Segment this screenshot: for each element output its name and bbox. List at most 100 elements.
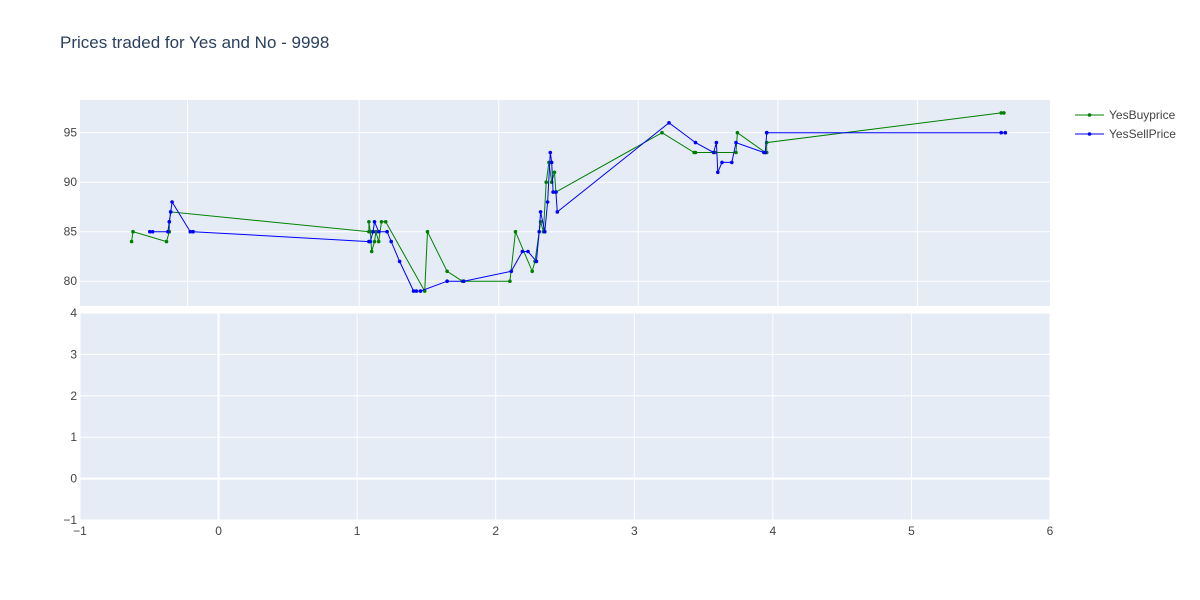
data-point-YesSellPrice[interactable] — [763, 150, 768, 155]
data-point-YesSellPrice[interactable] — [548, 150, 553, 155]
data-point-YesBuyprice[interactable] — [508, 279, 512, 284]
data-point-YesSellPrice[interactable] — [711, 150, 716, 155]
data-point-YesSellPrice[interactable] — [543, 229, 547, 234]
data-point-YesSellPrice[interactable] — [191, 229, 195, 234]
data-point-YesBuyprice[interactable] — [999, 111, 1003, 115]
top-plot-background — [80, 100, 1050, 306]
data-point-YesSellPrice[interactable] — [554, 190, 558, 194]
bottom-x-tick-label: 1 — [354, 524, 361, 538]
data-point-YesBuyprice[interactable] — [376, 239, 381, 244]
data-point-YesSellPrice[interactable] — [376, 229, 381, 234]
data-point-YesSellPrice[interactable] — [372, 220, 377, 224]
data-point-YesSellPrice[interactable] — [720, 160, 724, 165]
data-point-YesBuyprice[interactable] — [369, 249, 374, 254]
data-point-YesBuyprice[interactable] — [374, 229, 378, 234]
data-point-YesSellPrice[interactable] — [734, 140, 738, 145]
data-point-YesSellPrice[interactable] — [538, 210, 543, 214]
legend-label: YesSellPrice — [1109, 127, 1176, 141]
data-point-YesSellPrice[interactable] — [537, 229, 541, 234]
data-point-YesSellPrice[interactable] — [166, 229, 170, 234]
legend-label: YesBuyprice — [1109, 108, 1176, 122]
data-point-YesBuyprice[interactable] — [544, 180, 548, 184]
data-point-YesSellPrice[interactable] — [534, 259, 539, 264]
top-y-tick-label: 80 — [64, 274, 78, 288]
top-y-tick-label: 95 — [64, 126, 78, 140]
data-point-YesBuyprice[interactable] — [164, 239, 169, 244]
top-y-tick-labels: 80 85 90 95 — [64, 126, 78, 289]
legend-item-YesSellPrice[interactable]: YesSellPrice — [1075, 127, 1176, 141]
data-point-YesBuyprice[interactable] — [530, 269, 534, 274]
data-point-YesSellPrice[interactable] — [418, 289, 423, 293]
data-point-YesBuyprice[interactable] — [693, 150, 698, 155]
data-point-YesSellPrice[interactable] — [526, 249, 530, 254]
bottom-x-tick-label: 0 — [215, 524, 222, 538]
data-point-YesSellPrice[interactable] — [551, 190, 555, 194]
data-point-YesSellPrice[interactable] — [148, 229, 152, 234]
data-point-YesSellPrice[interactable] — [462, 279, 466, 284]
data-point-YesSellPrice[interactable] — [545, 200, 550, 204]
data-point-YesBuyprice[interactable] — [372, 239, 377, 244]
data-point-YesBuyprice[interactable] — [445, 269, 449, 274]
data-point-YesSellPrice[interactable] — [368, 239, 373, 244]
legend-swatch-marker — [1087, 113, 1092, 117]
bottom-y-gridlines — [80, 312, 1050, 521]
data-point-YesSellPrice[interactable] — [667, 121, 671, 125]
data-point-YesSellPrice[interactable] — [520, 249, 525, 254]
data-point-YesSellPrice[interactable] — [1003, 130, 1008, 135]
data-point-YesSellPrice[interactable] — [555, 210, 560, 214]
bottom-subplot: −1 0 1 2 3 4 −1 0 1 2 3 4 5 6 — [63, 306, 1053, 538]
data-point-YesSellPrice[interactable] — [150, 229, 155, 234]
data-point-YesSellPrice[interactable] — [764, 130, 769, 135]
bottom-y-tick-label: 3 — [70, 347, 77, 361]
data-point-YesSellPrice[interactable] — [188, 229, 193, 234]
data-point-YesSellPrice[interactable] — [411, 289, 416, 293]
data-point-YesSellPrice[interactable] — [170, 200, 174, 204]
bottom-y-tick-label: 2 — [70, 389, 77, 403]
data-point-YesSellPrice[interactable] — [414, 289, 419, 293]
data-point-YesBuyprice[interactable] — [660, 130, 664, 135]
data-point-YesBuyprice[interactable] — [734, 150, 738, 155]
data-point-YesSellPrice[interactable] — [167, 220, 172, 224]
data-point-YesSellPrice[interactable] — [385, 229, 389, 234]
bottom-y-tick-label: 0 — [70, 472, 77, 486]
data-point-YesBuyprice[interactable] — [368, 229, 373, 234]
data-point-YesSellPrice[interactable] — [549, 160, 554, 165]
bottom-x-tick-label: −1 — [73, 524, 87, 538]
bottom-x-tick-label: 4 — [770, 524, 777, 538]
top-series-lines — [129, 111, 1008, 293]
data-point-YesSellPrice[interactable] — [730, 160, 734, 165]
top-subplot: 80 85 90 95 — [64, 100, 1050, 306]
data-point-YesSellPrice[interactable] — [693, 140, 698, 145]
data-point-YesBuyprice[interactable] — [552, 170, 557, 175]
data-point-YesBuyprice[interactable] — [131, 229, 135, 234]
data-point-YesBuyprice[interactable] — [425, 229, 430, 234]
data-point-YesBuyprice[interactable] — [129, 239, 134, 244]
data-point-YesSellPrice[interactable] — [397, 259, 402, 264]
data-point-YesSellPrice[interactable] — [371, 229, 375, 234]
data-point-YesSellPrice[interactable] — [509, 269, 514, 274]
data-point-YesSellPrice[interactable] — [999, 130, 1003, 135]
data-point-YesSellPrice[interactable] — [714, 140, 719, 145]
legend-swatch-marker — [1087, 132, 1092, 136]
data-point-YesBuyprice[interactable] — [513, 229, 518, 234]
data-point-YesBuyprice[interactable] — [1002, 111, 1006, 115]
bottom-x-tick-label: 5 — [908, 524, 915, 538]
data-point-YesBuyprice[interactable] — [379, 220, 384, 224]
data-point-YesSellPrice[interactable] — [716, 170, 720, 175]
data-point-YesSellPrice[interactable] — [168, 210, 173, 214]
top-x-gridlines — [186, 100, 918, 306]
bottom-y-tick-label: −1 — [63, 513, 77, 527]
bottom-x-gridlines — [79, 313, 1051, 520]
data-point-YesBuyprice[interactable] — [367, 220, 371, 224]
data-point-YesBuyprice[interactable] — [735, 130, 740, 135]
chart-title: Prices traded for Yes and No - 9998 — [60, 33, 330, 52]
data-point-YesBuyprice[interactable] — [383, 220, 388, 224]
legend[interactable]: YesBuyprice YesSellPrice — [1075, 108, 1176, 141]
bottom-y-tick-label: 1 — [70, 430, 77, 444]
data-point-YesSellPrice[interactable] — [389, 239, 394, 244]
data-point-YesSellPrice[interactable] — [445, 279, 449, 284]
legend-item-YesBuyprice[interactable]: YesBuyprice — [1075, 108, 1176, 122]
bottom-y-tick-labels: −1 0 1 2 3 4 — [63, 306, 77, 527]
